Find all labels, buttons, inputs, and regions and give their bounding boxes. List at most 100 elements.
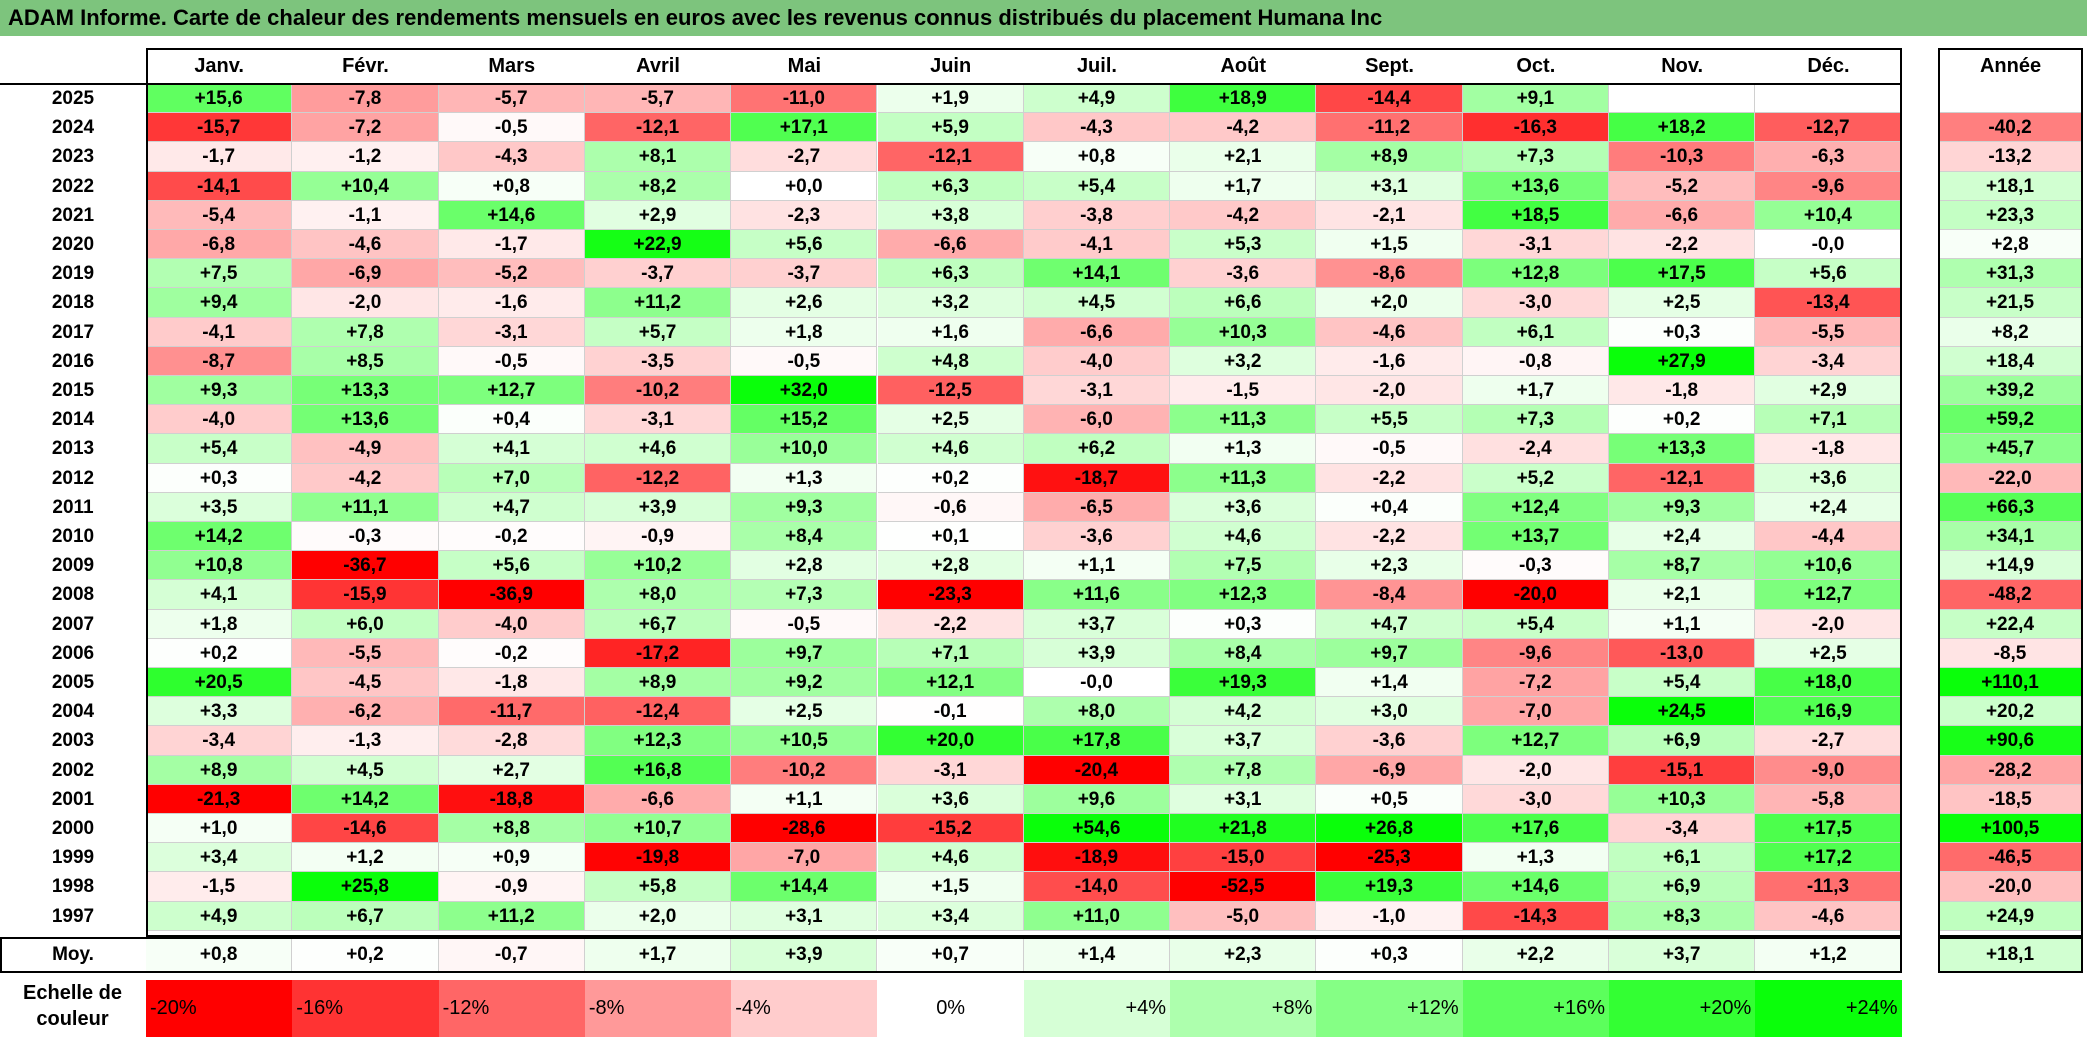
color-scale-stop: +12% bbox=[1316, 980, 1463, 1037]
heatmap-cell: -16,3 bbox=[1462, 113, 1609, 143]
year-label: 2011 bbox=[52, 496, 94, 518]
heatmap-cell: +10,3 bbox=[1170, 317, 1317, 347]
heatmap-cell: -1,8 bbox=[1755, 434, 1902, 464]
annual-cell: +45,7 bbox=[1938, 434, 2083, 464]
heatmap-cell: +12,7 bbox=[1462, 726, 1609, 756]
heatmap-cell: +25,8 bbox=[292, 872, 439, 902]
heatmap-cell: -3,4 bbox=[146, 726, 293, 756]
heatmap-cell: +12,7 bbox=[1755, 580, 1902, 610]
heatmap-cell: +7,5 bbox=[146, 259, 293, 289]
heatmap-cell: -2,8 bbox=[438, 726, 585, 756]
heatmap-cell: +10,6 bbox=[1755, 551, 1902, 581]
average-cell: +3,9 bbox=[731, 936, 878, 973]
heatmap-cell: +8,0 bbox=[584, 580, 732, 610]
heatmap-cell: +5,6 bbox=[1755, 259, 1902, 289]
heatmap-cell: -9,0 bbox=[1755, 755, 1902, 785]
heatmap-cell: -4,6 bbox=[1755, 901, 1902, 931]
year-label: 2003 bbox=[51, 730, 95, 752]
heatmap-cell: +1,9 bbox=[877, 84, 1024, 114]
heatmap-cell: +1,7 bbox=[1170, 171, 1317, 201]
heatmap-cell: +8,8 bbox=[438, 814, 585, 844]
heatmap-cell: +7,0 bbox=[438, 463, 585, 493]
heatmap-cell: +0,3 bbox=[1170, 609, 1317, 639]
heatmap-cell: -3,1 bbox=[584, 405, 732, 435]
page-title: ADAM Informe. Carte de chaleur des rende… bbox=[0, 0, 2087, 36]
heatmap-cell: +9,2 bbox=[731, 668, 878, 698]
heatmap-cell: +4,7 bbox=[438, 492, 585, 522]
heatmap-cell: +5,8 bbox=[584, 872, 732, 902]
heatmap-cell: -6,9 bbox=[292, 259, 439, 289]
heatmap-cell: +11,2 bbox=[584, 288, 732, 318]
heatmap-cell: +2,9 bbox=[584, 200, 732, 230]
color-scale-stop: +4% bbox=[1023, 980, 1171, 1037]
heatmap-cell: -4,3 bbox=[438, 142, 585, 172]
heatmap-cell: +2,0 bbox=[584, 901, 732, 931]
heatmap-cell: +3,6 bbox=[1170, 492, 1317, 522]
heatmap-cell: -11,7 bbox=[438, 697, 585, 727]
color-scale-stop: +24% bbox=[1755, 980, 1902, 1037]
heatmap-cell: -4,0 bbox=[146, 405, 293, 435]
heatmap-cell: +8,7 bbox=[1609, 551, 1756, 581]
heatmap-cell: +3,1 bbox=[1316, 171, 1463, 201]
heatmap-cell: -4,3 bbox=[1023, 113, 1171, 143]
heatmap-cell: +5,7 bbox=[584, 317, 732, 347]
heatmap-cell: -0,6 bbox=[877, 492, 1024, 522]
heatmap-cell: -12,1 bbox=[1609, 463, 1756, 493]
heatmap-cell: -0,2 bbox=[438, 638, 585, 668]
heatmap-cell: +4,1 bbox=[146, 580, 293, 610]
average-cell: +2,2 bbox=[1462, 936, 1609, 973]
month-header: Juil. bbox=[1076, 55, 1117, 77]
heatmap-cell: +8,1 bbox=[584, 142, 732, 172]
heatmap-cell: +3,2 bbox=[1170, 346, 1317, 376]
heatmap-cell: -12,2 bbox=[584, 463, 732, 493]
heatmap-cell: +17,1 bbox=[731, 113, 878, 143]
heatmap-cell: +9,1 bbox=[1462, 84, 1609, 114]
heatmap-cell: +3,7 bbox=[1023, 609, 1171, 639]
average-cell: +0,7 bbox=[877, 936, 1024, 973]
heatmap-cell: +4,8 bbox=[877, 346, 1024, 376]
heatmap-cell: -0,5 bbox=[438, 346, 585, 376]
annual-cell: +24,9 bbox=[1938, 901, 2083, 931]
heatmap-cell: +19,3 bbox=[1170, 668, 1317, 698]
heatmap-cell: +16,8 bbox=[584, 755, 732, 785]
heatmap-cell: -3,6 bbox=[1316, 726, 1463, 756]
color-scale-stop: +8% bbox=[1170, 980, 1317, 1037]
heatmap-cell: +17,5 bbox=[1609, 259, 1756, 289]
heatmap-cell: -4,2 bbox=[292, 463, 439, 493]
year-label: 2020 bbox=[51, 234, 95, 255]
heatmap-cell: -0,0 bbox=[1755, 230, 1902, 260]
heatmap-cell bbox=[1609, 84, 1756, 114]
heatmap-cell: +11,2 bbox=[438, 901, 585, 931]
heatmap-cell: -2,2 bbox=[1316, 463, 1463, 493]
heatmap-cell: -25,3 bbox=[1316, 843, 1463, 873]
heatmap-cell: -2,2 bbox=[1609, 230, 1756, 260]
year-label: 2004 bbox=[51, 701, 95, 723]
heatmap-cell: +1,8 bbox=[731, 317, 878, 347]
heatmap-cell: -0,9 bbox=[584, 522, 732, 552]
year-label: 2024 bbox=[51, 117, 95, 139]
average-annual-cell: +18,1 bbox=[1938, 936, 2083, 973]
heatmap-cell: +7,3 bbox=[731, 580, 878, 610]
heatmap-cell: +1,1 bbox=[1609, 609, 1756, 639]
heatmap-cell: -4,4 bbox=[1755, 522, 1902, 552]
heatmap-cell: -5,7 bbox=[438, 84, 585, 114]
heatmap-cell: +3,6 bbox=[877, 784, 1024, 814]
heatmap-cell: +8,5 bbox=[292, 346, 439, 376]
heatmap-cell: -4,6 bbox=[292, 230, 439, 260]
heatmap-cell: +7,3 bbox=[1462, 142, 1609, 172]
heatmap-cell: +27,9 bbox=[1609, 346, 1756, 376]
annual-cell: +110,1 bbox=[1938, 668, 2083, 698]
heatmap-cell: -10,2 bbox=[584, 376, 732, 406]
heatmap-cell: -7,2 bbox=[292, 113, 439, 143]
heatmap-cell: -0,3 bbox=[1462, 551, 1609, 581]
year-label: 2014 bbox=[51, 409, 95, 431]
annual-cell: +2,8 bbox=[1938, 230, 2083, 260]
heatmap-cell: -1,8 bbox=[1609, 376, 1756, 406]
heatmap-cell: +1,1 bbox=[731, 784, 878, 814]
heatmap-cell: -12,5 bbox=[877, 376, 1024, 406]
heatmap-cell: +1,4 bbox=[1316, 668, 1463, 698]
heatmap-cell: +4,9 bbox=[146, 901, 293, 931]
heatmap-cell: +4,2 bbox=[1170, 697, 1317, 727]
average-cell: +0,3 bbox=[1316, 936, 1463, 973]
heatmap-cell: +8,9 bbox=[1316, 142, 1463, 172]
